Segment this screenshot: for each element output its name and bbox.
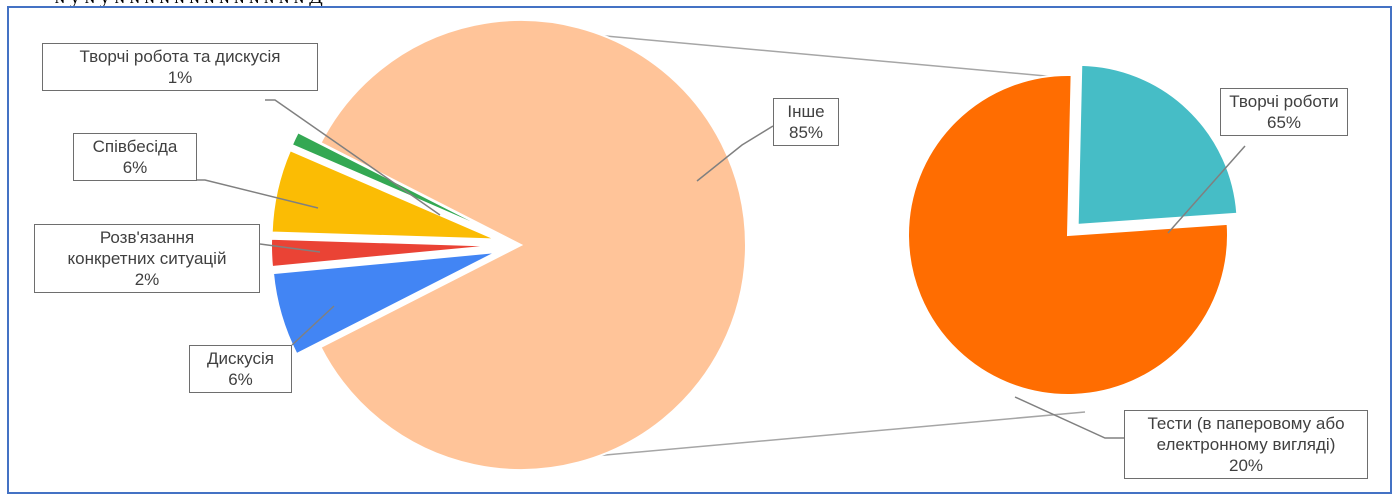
slice-тести-в-паперовому-або-електронному-вигляді xyxy=(1076,63,1239,226)
slice-розв-язання-конкретних-ситуацій xyxy=(270,237,497,269)
main-pie xyxy=(270,19,747,471)
slice-дискусія xyxy=(271,250,498,356)
leader-discussion xyxy=(291,305,335,346)
cropped-header-text: ɴ у ɴ у ɴ ɴ ɴ ɴ ɴ ɴ ɴ ɴ ɴ ɴ ɴ ɴ ɴ Д xyxy=(55,0,535,6)
label-creative-discussion: Творчі робота та дискусія 1% xyxy=(42,43,318,91)
leader-creative-works xyxy=(1167,145,1246,234)
slice-творчі-роботи xyxy=(907,74,1229,396)
connector-lines xyxy=(560,31,1086,460)
leader-creative-discussion xyxy=(265,99,441,216)
leader-interview xyxy=(197,179,319,209)
label-creative-works: Творчі роботи 65% xyxy=(1220,88,1348,136)
connector-bottom xyxy=(560,411,1086,460)
label-other: Інше 85% xyxy=(773,98,839,146)
secondary-pie xyxy=(907,63,1239,396)
label-interview: Співбесіда 6% xyxy=(73,133,197,181)
leader-cases xyxy=(259,243,321,253)
slice-інше xyxy=(319,19,747,471)
label-tests: Тести (в паперовому або електронному виг… xyxy=(1124,410,1368,479)
connector-top xyxy=(560,31,1069,79)
label-discussion: Дискусія 6% xyxy=(189,345,292,393)
leader-tests xyxy=(1014,396,1124,439)
leader-other xyxy=(696,125,774,182)
leader-lines xyxy=(197,99,1246,439)
label-cases: Розв'язання конкретних ситуацій 2% xyxy=(34,224,260,293)
slice-співбесіда xyxy=(270,148,497,241)
